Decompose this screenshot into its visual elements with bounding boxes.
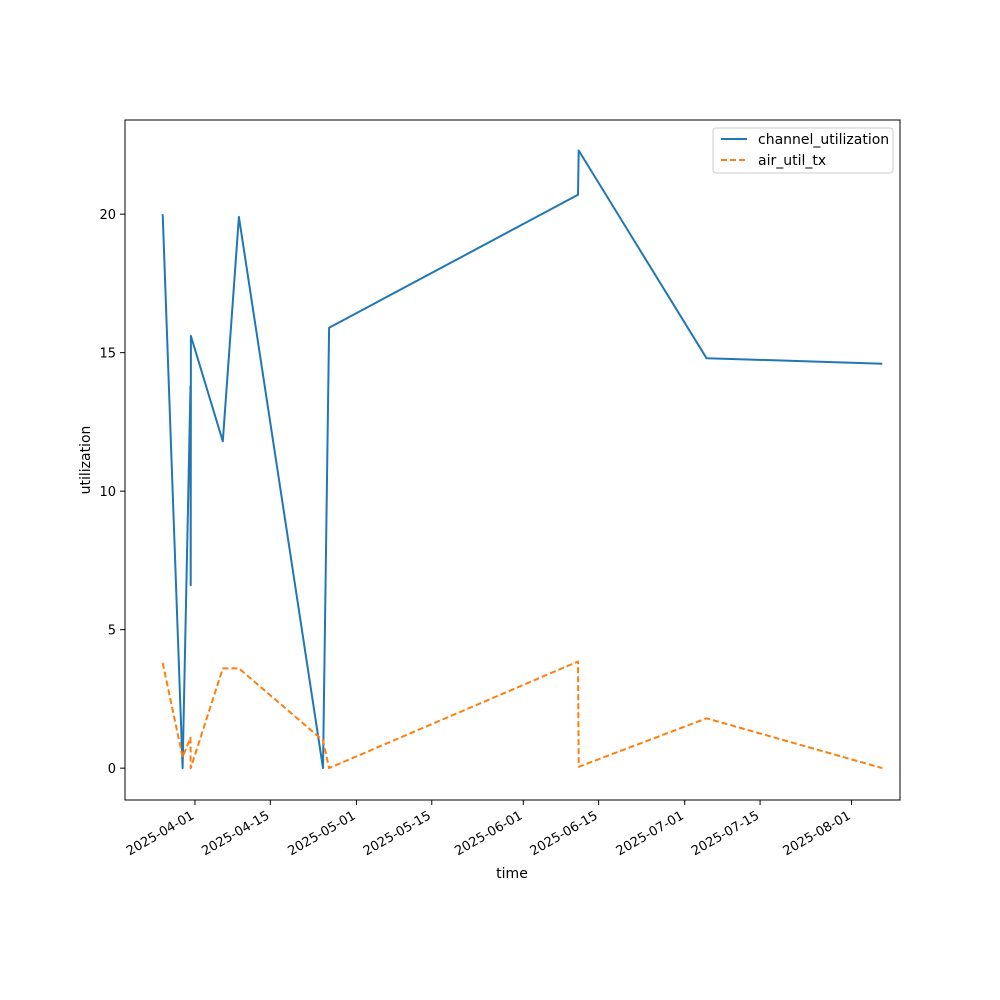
legend-label-channel-utilization: channel_utilization xyxy=(758,132,889,148)
legend-label-air-util-tx: air_util_tx xyxy=(758,153,826,169)
series-line-air-util-tx xyxy=(161,660,883,770)
y-tick-label: 20 xyxy=(99,208,116,223)
plot-area xyxy=(125,120,900,800)
y-axis-label: utilization xyxy=(78,426,94,495)
x-axis-label: time xyxy=(496,866,528,882)
y-tick-label: 15 xyxy=(99,347,116,362)
x-tick-label: 2025-05-15 xyxy=(361,808,434,859)
legend: channel_utilization air_util_tx xyxy=(712,127,894,174)
x-tick-label: 2025-04-01 xyxy=(124,808,197,859)
series-line-channel-utilization xyxy=(161,149,883,770)
y-tick-label: 0 xyxy=(108,762,116,777)
series-layer xyxy=(161,149,883,770)
x-axis: 2025-04-01 2025-04-15 2025-05-01 2025-05-15… xyxy=(124,800,854,859)
x-tick-label: 2025-06-01 xyxy=(452,808,525,859)
plot-frame xyxy=(124,119,901,801)
y-tick-label: 10 xyxy=(99,485,116,500)
legend-box xyxy=(712,127,894,174)
y-axis: 0 5 10 15 20 xyxy=(99,208,125,777)
x-tick-label: 2025-05-01 xyxy=(285,808,358,859)
y-tick-label: 5 xyxy=(108,624,116,639)
x-tick-label: 2025-04-15 xyxy=(199,808,272,859)
x-tick-label: 2025-07-01 xyxy=(614,808,687,859)
x-tick-label: 2025-06-15 xyxy=(528,808,601,859)
x-tick-label: 2025-07-15 xyxy=(689,808,762,859)
x-tick-label: 2025-08-01 xyxy=(781,808,854,859)
